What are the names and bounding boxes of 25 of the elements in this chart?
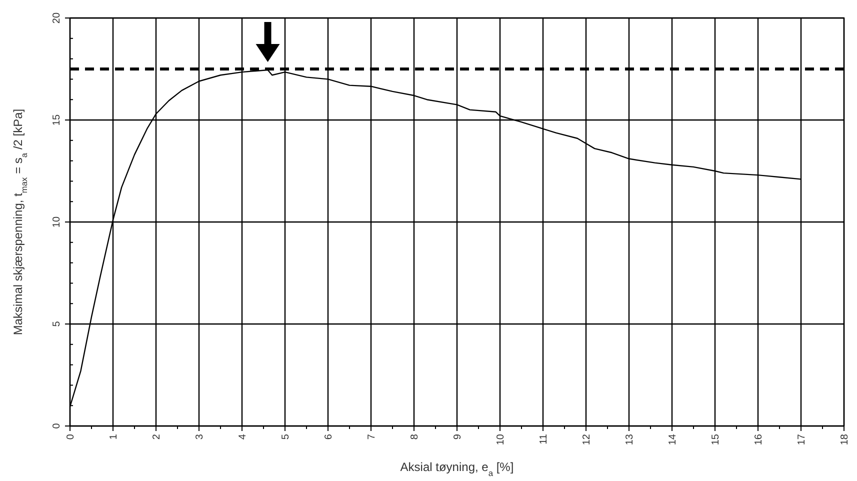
y-tick-label: 15 (52, 114, 62, 126)
x-tick-label: 12 (582, 434, 592, 446)
x-tick-label: 17 (796, 434, 808, 446)
y-tick-label: 20 (52, 12, 62, 24)
x-tick-label: 5 (280, 434, 292, 440)
y-tick-label: 5 (52, 320, 62, 327)
x-axis-title: Aksial tøyning, e$_{a}$ [%] (400, 460, 514, 478)
x-tick-label: 1 (108, 434, 120, 440)
x-tick-label: 13 (624, 434, 636, 446)
y-tick-label: 0 (52, 422, 62, 429)
x-tick-label: 8 (410, 434, 420, 440)
x-tick-label: 18 (840, 434, 850, 446)
x-tick-label: 10 (496, 434, 506, 446)
x-tick-label: 14 (668, 434, 678, 446)
x-tick-label: 0 (66, 434, 76, 440)
x-tick-label: 11 (538, 434, 550, 444)
x-tick-label: 9 (452, 434, 464, 440)
x-tick-label: 16 (754, 434, 764, 446)
y-tick-label: 10 (52, 216, 62, 228)
x-tick-label: 15 (710, 434, 722, 446)
x-tick-label: 7 (366, 434, 378, 440)
x-tick-label: 4 (238, 434, 248, 440)
x-tick-label: 6 (324, 434, 334, 440)
x-tick-label: 2 (152, 434, 162, 440)
x-tick-label: 3 (194, 434, 206, 440)
